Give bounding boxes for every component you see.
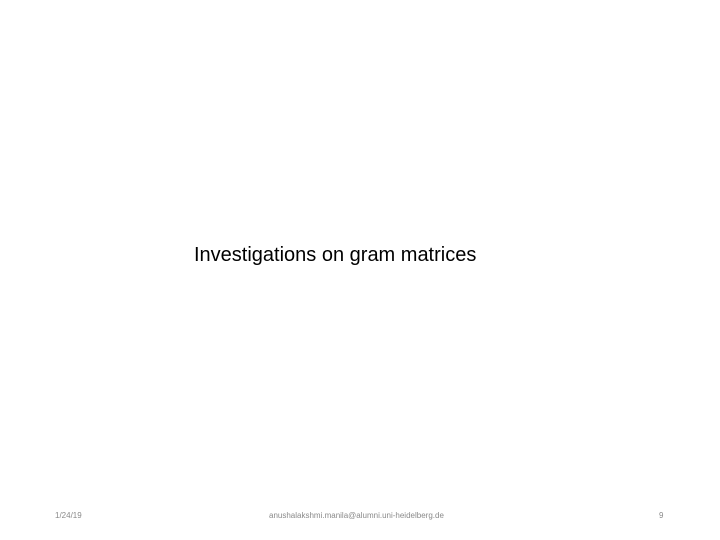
slide-number: 9 <box>659 511 664 520</box>
footer-email: anushalakshmi.manila@alumni.uni-heidelbe… <box>269 511 444 520</box>
slide-title: Investigations on gram matrices <box>194 244 477 266</box>
footer-date: 1/24/19 <box>55 511 82 520</box>
